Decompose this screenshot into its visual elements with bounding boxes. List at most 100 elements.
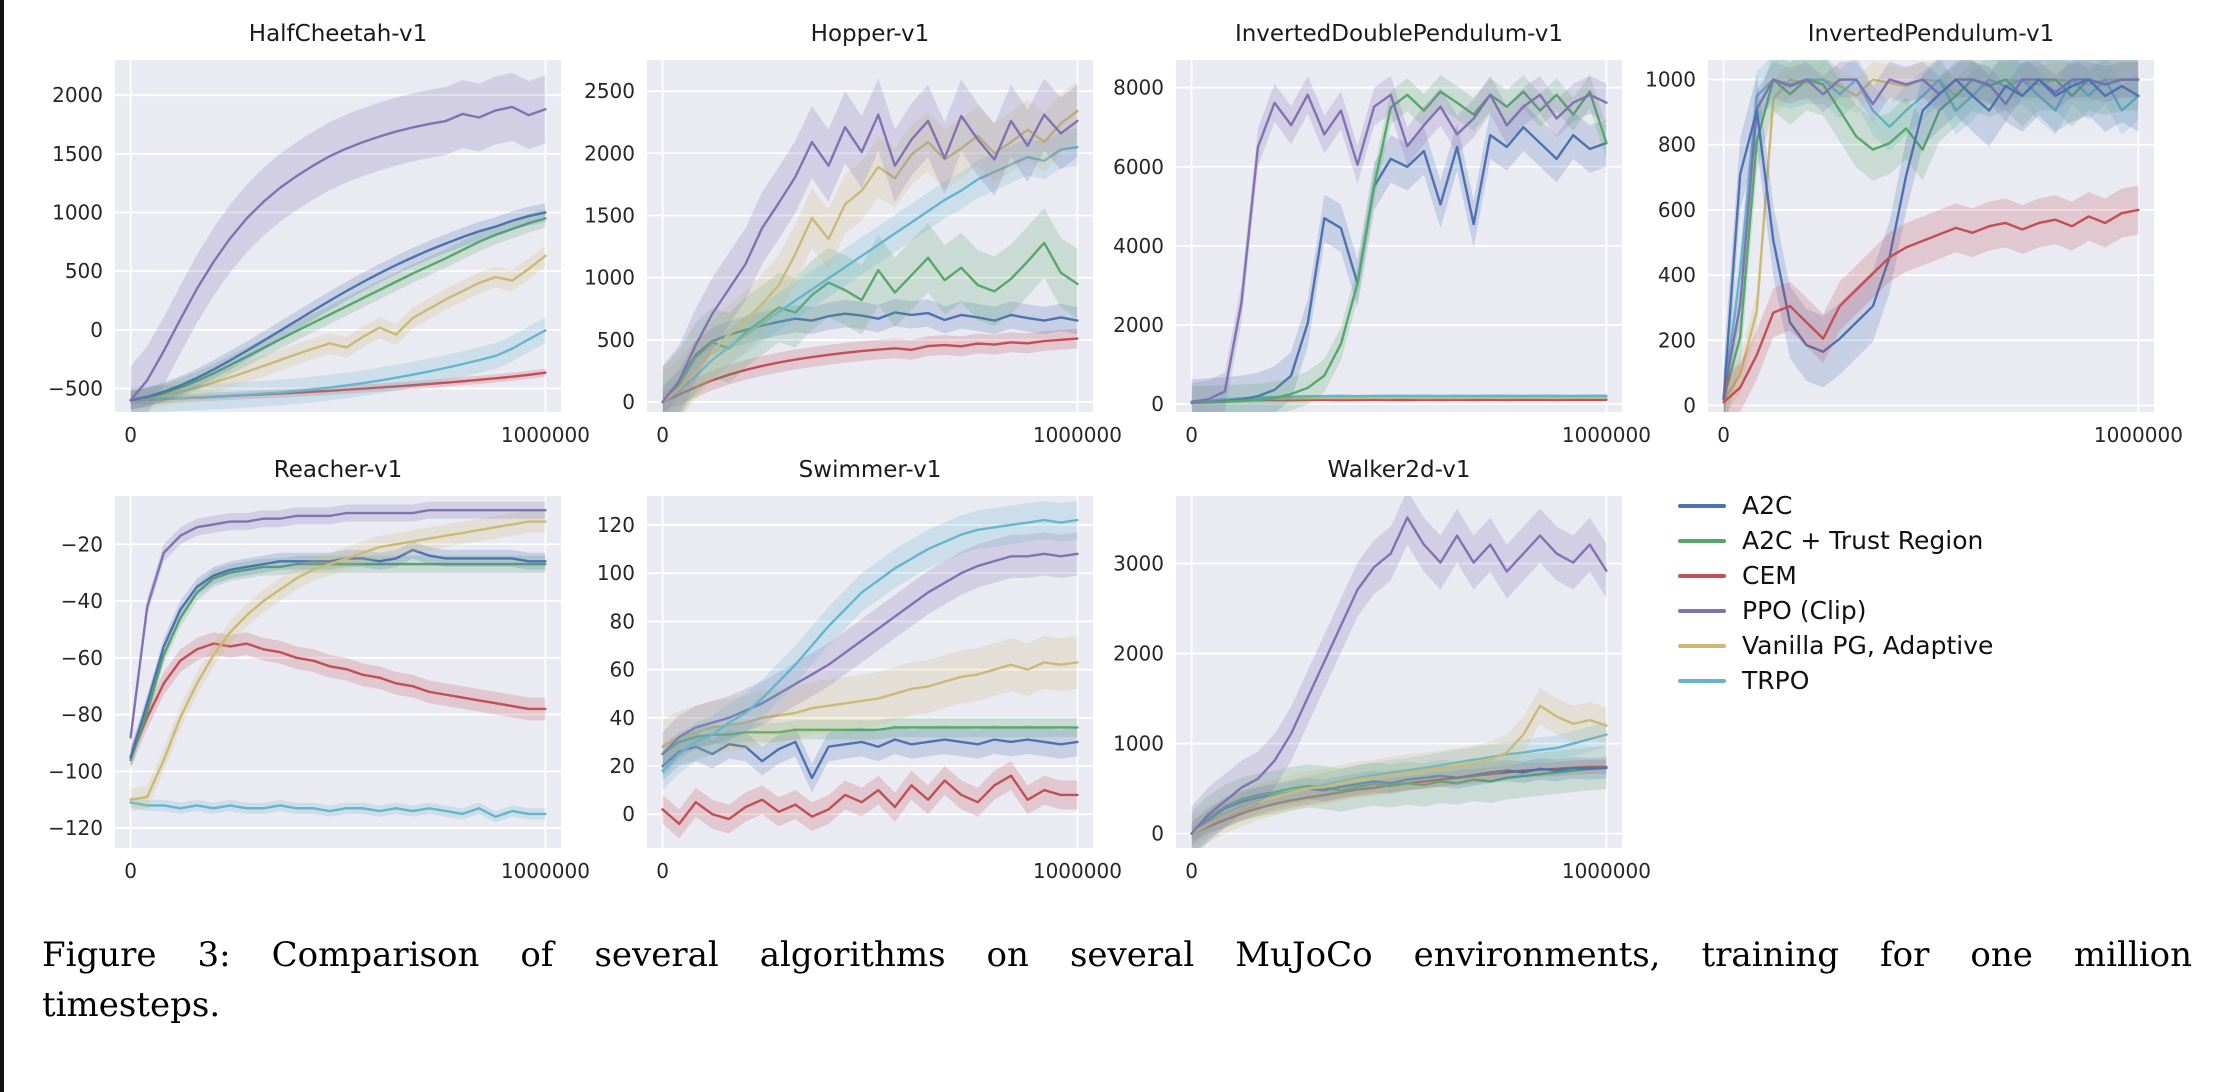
chart-walker2d-v1: Walker2d-v1 0 1000 2000 3000 0 1000000 (1101, 452, 1651, 890)
plot-area: 0 2000 4000 6000 8000 0 1000000 (1101, 52, 1651, 454)
caption-line-1: Figure 3: Comparison of several algorith… (42, 935, 2192, 975)
svg-text:2000: 2000 (1113, 313, 1164, 337)
chart-title: Hopper-v1 (810, 21, 930, 47)
caption-line-2: timesteps. (42, 985, 221, 1026)
svg-text:80: 80 (610, 609, 635, 633)
figure-caption: Figure 3: Comparison of several algorith… (42, 930, 2192, 1031)
svg-text:200: 200 (1658, 328, 1696, 352)
legend: A2C A2C + Trust Region CEM PPO (Clip) Va… (1678, 488, 1993, 698)
svg-text:2500: 2500 (584, 79, 635, 103)
legend-label: A2C (1742, 491, 1793, 520)
svg-text:−60: −60 (61, 646, 103, 670)
chart-title: InvertedPendulum-v1 (1807, 21, 2055, 47)
plot-canvas: 0 200 400 600 800 1000 0 1000000 (1645, 60, 2183, 447)
svg-text:0: 0 (1151, 822, 1164, 846)
legend-label: Vanilla PG, Adaptive (1742, 631, 1994, 660)
svg-text:0: 0 (1683, 393, 1696, 417)
svg-text:1500: 1500 (584, 203, 635, 227)
plot-canvas: 0 20 40 60 80 100 120 0 1000000 (597, 496, 1122, 883)
svg-text:1000000: 1000000 (1033, 423, 1122, 447)
svg-text:3000: 3000 (1113, 552, 1164, 576)
plot-area: 0 1000 2000 3000 0 1000000 (1101, 488, 1651, 890)
chart-title: InvertedDoublePendulum-v1 (1234, 21, 1564, 47)
svg-text:500: 500 (597, 328, 635, 352)
svg-text:−120: −120 (48, 816, 103, 840)
legend-line-swatch (1678, 678, 1726, 683)
plot-area: 0 200 400 600 800 1000 0 1000000 (1633, 52, 2183, 454)
svg-text:−500: −500 (48, 377, 103, 401)
svg-text:1000: 1000 (1645, 68, 1696, 92)
svg-text:400: 400 (1658, 263, 1696, 287)
page-edge-artifact (0, 0, 4, 1092)
legend-label: TRPO (1742, 666, 1810, 695)
svg-text:2000: 2000 (1113, 642, 1164, 666)
legend-line-swatch (1678, 573, 1726, 578)
legend-item-vanilla-pg-adaptive: Vanilla PG, Adaptive (1678, 628, 1993, 663)
svg-text:−20: −20 (61, 532, 103, 556)
legend-item-a2c: A2C (1678, 488, 1993, 523)
plot-area: −500 0 500 1000 1500 2000 0 1000000 (40, 52, 590, 454)
legend-line-swatch (1678, 608, 1726, 613)
chart-title: Walker2d-v1 (1327, 457, 1471, 483)
svg-text:0: 0 (90, 318, 103, 342)
legend-item-a2c-trust-region: A2C + Trust Region (1678, 523, 1993, 558)
svg-text:1000000: 1000000 (1562, 423, 1651, 447)
svg-text:8000: 8000 (1113, 76, 1164, 100)
svg-text:2000: 2000 (52, 83, 103, 107)
legend-item-ppo-clip: PPO (Clip) (1678, 593, 1993, 628)
svg-text:1000000: 1000000 (1562, 859, 1651, 883)
svg-text:0: 0 (124, 423, 137, 447)
svg-text:0: 0 (656, 859, 669, 883)
svg-text:0: 0 (1717, 423, 1730, 447)
svg-text:1000000: 1000000 (2094, 423, 2183, 447)
legend-item-cem: CEM (1678, 558, 1993, 593)
svg-text:0: 0 (124, 859, 137, 883)
svg-text:0: 0 (622, 802, 635, 826)
legend-label: A2C + Trust Region (1742, 526, 1984, 555)
legend-item-trpo: TRPO (1678, 663, 1993, 698)
legend-line-swatch (1678, 538, 1726, 543)
plot-canvas: 0 1000 2000 3000 0 1000000 (1113, 496, 1651, 883)
svg-text:40: 40 (610, 706, 635, 730)
chart-reacher-v1: Reacher-v1 −120 −100 −80 −60 −40 −20 0 1000000 (40, 452, 590, 890)
svg-text:0: 0 (1151, 392, 1164, 416)
plot-area: −120 −100 −80 −60 −40 −20 0 1000000 (40, 488, 590, 890)
svg-text:−40: −40 (61, 589, 103, 613)
svg-text:0: 0 (622, 390, 635, 414)
svg-text:1000000: 1000000 (1033, 859, 1122, 883)
chart-swimmer-v1: Swimmer-v1 0 20 40 60 80 100 120 0 1000000 (572, 452, 1122, 890)
svg-text:1500: 1500 (52, 142, 103, 166)
plot-canvas: 0 2000 4000 6000 8000 0 1000000 (1113, 60, 1651, 447)
svg-text:1000000: 1000000 (501, 859, 590, 883)
svg-text:−80: −80 (61, 703, 103, 727)
svg-text:100: 100 (597, 561, 635, 585)
svg-text:1000000: 1000000 (501, 423, 590, 447)
svg-text:1000: 1000 (584, 266, 635, 290)
chart-title: HalfCheetah-v1 (248, 21, 428, 47)
svg-text:2000: 2000 (584, 141, 635, 165)
svg-text:20: 20 (610, 754, 635, 778)
plot-canvas: 0 500 1000 1500 2000 2500 0 1000000 (584, 60, 1122, 447)
chart-invertedpendulum-v1: InvertedPendulum-v1 0 200 400 600 800 1000 0 10… (1633, 16, 2183, 454)
legend-label: PPO (Clip) (1742, 596, 1867, 625)
svg-text:0: 0 (1185, 423, 1198, 447)
plot-area: 0 20 40 60 80 100 120 0 1000000 (572, 488, 1122, 890)
svg-text:600: 600 (1658, 198, 1696, 222)
chart-title: Swimmer-v1 (798, 457, 942, 483)
legend-label: CEM (1742, 561, 1797, 590)
chart-inverteddoublependulum-v1: InvertedDoublePendulum-v1 0 2000 4000 6000 8… (1101, 16, 1651, 454)
svg-text:500: 500 (65, 259, 103, 283)
chart-hopper-v1: Hopper-v1 0 500 1000 1500 2000 2500 0 1000000 (572, 16, 1122, 454)
svg-text:6000: 6000 (1113, 155, 1164, 179)
svg-text:60: 60 (610, 658, 635, 682)
svg-text:−100: −100 (48, 759, 103, 783)
svg-text:0: 0 (1185, 859, 1198, 883)
svg-text:1000: 1000 (1113, 732, 1164, 756)
svg-text:120: 120 (597, 513, 635, 537)
svg-text:800: 800 (1658, 133, 1696, 157)
plot-canvas: −500 0 500 1000 1500 2000 0 1000000 (48, 60, 590, 447)
svg-text:4000: 4000 (1113, 234, 1164, 258)
legend-line-swatch (1678, 503, 1726, 508)
chart-halfcheetah-v1: HalfCheetah-v1 −500 0 500 1000 1500 2000 0 1000… (40, 16, 590, 454)
